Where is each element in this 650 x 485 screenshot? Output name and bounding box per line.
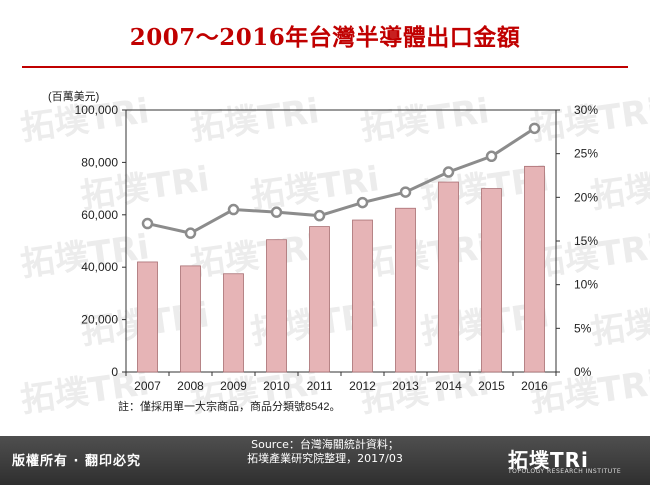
- bar-2011: [309, 226, 330, 373]
- x-tick-label: 2016: [521, 379, 548, 393]
- chart-note: 註：僅採用單一大宗商品，商品分類號8542。: [118, 399, 340, 413]
- title-underline: [22, 66, 628, 68]
- page-title: 2007～2016年台灣半導體出口金額: [129, 24, 521, 51]
- line-point-2016: [528, 122, 541, 135]
- copyright-text: 版權所有 · 翻印必究: [12, 454, 141, 469]
- line-point-2009: [227, 203, 240, 216]
- right-tick-label: 0%: [574, 365, 592, 379]
- bar-2016: [524, 165, 545, 373]
- right-tick-label: 10%: [574, 278, 598, 292]
- source-line-2: 拓墣產業研究院整理，2017/03: [247, 452, 403, 465]
- bar-series: [137, 165, 545, 373]
- bar-2010: [266, 239, 287, 373]
- left-tick-label: 20,000: [81, 313, 118, 327]
- share-line: [147, 127, 536, 235]
- line-point-2010: [270, 206, 283, 218]
- left-tick-label: 80,000: [81, 155, 118, 169]
- bar-2015: [481, 188, 502, 373]
- logo-tagline: TOPOLOGY RESEARCH INSTITUTE: [508, 468, 622, 475]
- tri-logo: 拓墣TRi TOPOLOGY RESEARCH INSTITUTE: [508, 442, 638, 480]
- line-point-2007: [141, 217, 154, 230]
- bar-2014: [438, 181, 459, 373]
- footer-bar: 版權所有 · 翻印必究 Source：台灣海關統計資料； 拓墣產業研究院整理，2…: [0, 436, 650, 485]
- x-tick-label: 2008: [177, 379, 204, 393]
- right-tick-label: 15%: [574, 234, 598, 248]
- right-tick-label: 20%: [574, 190, 598, 204]
- x-tick-label: 2011: [307, 379, 333, 393]
- y-unit-label: (百萬美元): [48, 90, 99, 103]
- bar-2009: [223, 273, 244, 373]
- line-point-2013: [399, 186, 412, 198]
- x-tick-label: 2014: [435, 379, 462, 393]
- right-tick-label: 5%: [574, 321, 592, 335]
- line-point-2008: [184, 227, 197, 239]
- left-tick-label: 0: [111, 365, 118, 379]
- bar-2008: [180, 265, 201, 373]
- left-tick-label: 40,000: [81, 260, 118, 274]
- left-tick-label: 100,000: [75, 103, 119, 117]
- bar-2013: [395, 207, 416, 373]
- left-tick-label: 60,000: [81, 208, 118, 222]
- x-tick-label: 2013: [392, 379, 419, 393]
- line-point-2014: [442, 166, 455, 178]
- x-tick-label: 2009: [220, 379, 247, 393]
- x-tick-label: 2012: [349, 379, 376, 393]
- right-tick-label: 25%: [574, 147, 598, 161]
- right-tick-label: 30%: [574, 103, 598, 117]
- source-note: Source：台灣海關統計資料； 拓墣產業研究院整理，2017/03: [200, 436, 450, 466]
- x-tick-label: 2010: [263, 379, 290, 393]
- bar-2012: [352, 219, 373, 373]
- logo-name: 拓墣TRi: [508, 448, 589, 472]
- line-point-2015: [485, 150, 498, 163]
- x-tick-label: 2015: [478, 379, 505, 393]
- chart-labels: 0 20,000 40,000 60,000 80,000 100,000 0% 5% 10% 1…: [48, 90, 598, 413]
- line-point-2012: [356, 196, 369, 209]
- x-tick-label: 2007: [134, 379, 161, 393]
- bar-2007: [137, 261, 158, 373]
- line-series: [141, 122, 541, 239]
- line-point-2011: [313, 209, 326, 222]
- source-line-1: Source：台灣海關統計資料；: [251, 438, 399, 451]
